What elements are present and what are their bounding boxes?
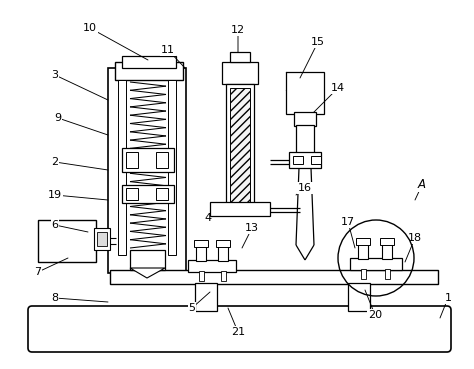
Bar (289, 152, 321, 168)
Text: 8: 8 (52, 293, 59, 303)
Bar (358, 243, 368, 259)
Text: 20: 20 (368, 310, 382, 320)
Bar (221, 271, 226, 281)
Bar (380, 238, 394, 245)
Text: 21: 21 (231, 327, 245, 337)
Bar (286, 72, 324, 114)
Bar (122, 185, 174, 203)
Text: A: A (418, 179, 426, 192)
Bar (122, 148, 174, 172)
Text: 2: 2 (52, 157, 59, 167)
Text: 17: 17 (341, 217, 355, 227)
Text: 19: 19 (48, 190, 62, 200)
Bar (199, 271, 204, 281)
Text: 13: 13 (245, 223, 259, 233)
Bar (293, 156, 303, 164)
Bar (110, 270, 438, 284)
Bar (216, 240, 230, 247)
Bar (385, 269, 390, 279)
Bar (348, 283, 370, 311)
Text: 18: 18 (408, 233, 422, 243)
Bar (126, 152, 138, 168)
Bar (118, 80, 126, 255)
Bar (361, 269, 366, 279)
Bar (188, 260, 236, 272)
Bar (108, 68, 186, 273)
Text: 14: 14 (331, 83, 345, 93)
Bar (230, 88, 250, 210)
Text: 12: 12 (231, 25, 245, 35)
Bar (94, 228, 110, 250)
Text: 6: 6 (52, 220, 58, 230)
Bar (356, 238, 370, 245)
Text: 7: 7 (35, 267, 42, 277)
Bar (382, 243, 392, 259)
Bar (226, 84, 254, 214)
Bar (222, 62, 258, 84)
FancyBboxPatch shape (28, 306, 451, 352)
Text: 11: 11 (161, 45, 175, 55)
Text: 3: 3 (52, 70, 58, 80)
Bar (168, 80, 176, 255)
Bar (230, 52, 250, 62)
Bar (196, 245, 206, 261)
Bar (130, 250, 165, 270)
Bar (350, 258, 402, 270)
Bar (97, 232, 107, 246)
Bar (296, 125, 314, 153)
Bar (115, 62, 183, 80)
Text: 4: 4 (204, 213, 211, 223)
Bar (195, 283, 217, 311)
Text: 10: 10 (83, 23, 97, 33)
Bar (156, 188, 168, 200)
Bar (156, 152, 168, 168)
Text: 16: 16 (298, 183, 312, 193)
Bar (210, 202, 270, 216)
Bar (194, 240, 208, 247)
Bar (38, 220, 96, 262)
Text: 9: 9 (55, 113, 62, 123)
Bar (294, 112, 316, 126)
Polygon shape (130, 268, 165, 278)
Bar (126, 188, 138, 200)
Text: 5: 5 (189, 303, 195, 313)
Bar (122, 56, 176, 68)
Bar (311, 156, 321, 164)
Text: 15: 15 (311, 37, 325, 47)
Text: 1: 1 (445, 293, 452, 303)
Bar (218, 245, 228, 261)
